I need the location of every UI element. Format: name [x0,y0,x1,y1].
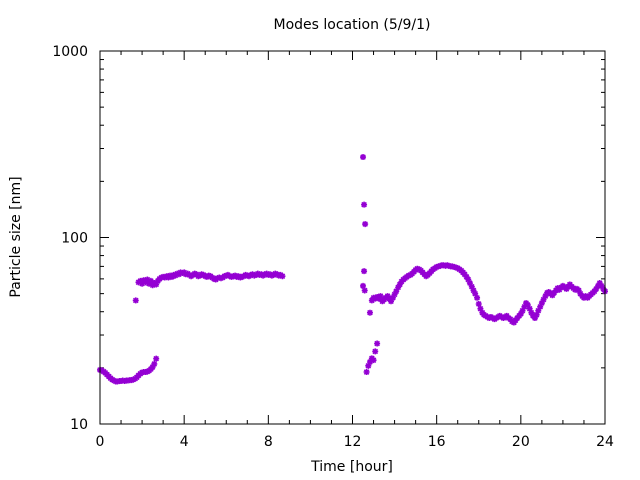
data-point [575,287,582,294]
data-point [137,277,144,284]
data-point [396,281,403,288]
data-point [528,309,535,316]
x-tick-label: 0 [96,434,105,450]
data-point [391,291,398,298]
data-point [361,268,368,275]
data-point [132,297,139,304]
data-point [361,201,368,208]
data-point [538,300,545,307]
data-point [360,154,367,161]
data-point [362,221,369,228]
data-point [598,282,605,289]
chart-title: Modes location (5/9/1) [274,17,431,33]
chart-axes: 0 4 8 12 16 20 24 10 100 1000 [52,44,614,450]
data-point [147,277,154,284]
y-tick-label: 1000 [52,44,88,60]
y-tick-label: 100 [61,231,88,247]
data-point [393,288,400,295]
data-point [377,293,384,300]
data-point [540,296,547,303]
data-point [389,294,396,301]
x-tick-label: 8 [264,434,273,450]
data-point [366,309,373,316]
data-point [153,281,160,288]
data-point [475,300,482,307]
data-point [533,311,540,318]
data-point [535,307,542,314]
data-point [146,280,153,287]
x-tick-label: 16 [428,434,446,450]
data-point [388,298,395,305]
data-point [374,340,381,347]
x-tick-label: 4 [180,434,189,450]
y-tick-label: 10 [70,417,88,433]
data-point [596,280,603,287]
data-point [279,273,286,280]
data-point [519,307,526,314]
plot-frame [99,50,606,425]
data-point [151,360,158,367]
data-point [465,276,472,283]
x-axis-label: Time [hour] [310,459,393,475]
data-point [363,369,370,376]
data-point [595,282,602,289]
data-point [524,301,531,308]
data-point [466,280,473,287]
data-point [531,315,538,322]
data-point [372,348,379,355]
data-point [537,303,544,310]
data-point [542,293,549,300]
data-point [144,276,151,283]
data-point [360,282,367,289]
data-point [521,303,528,310]
data-point [526,305,533,312]
x-tick-label: 20 [512,434,530,450]
data-point [470,287,477,294]
x-tick-label: 12 [344,434,362,450]
data-point [361,287,368,294]
data-point [366,359,373,365]
data-point [365,362,372,369]
data-point [472,290,479,297]
data-point [468,283,475,290]
data-point [395,284,402,291]
data-point [149,364,156,371]
y-axis-label: Particle size [nm] [8,176,24,297]
data-point [474,294,481,301]
data-point [370,357,377,364]
x-tick-label: 24 [596,434,614,450]
chart-points [97,154,608,385]
data-point [153,355,160,362]
data-point [139,280,146,287]
data-point [593,285,600,292]
data-point [517,310,524,317]
data-point [477,305,484,312]
